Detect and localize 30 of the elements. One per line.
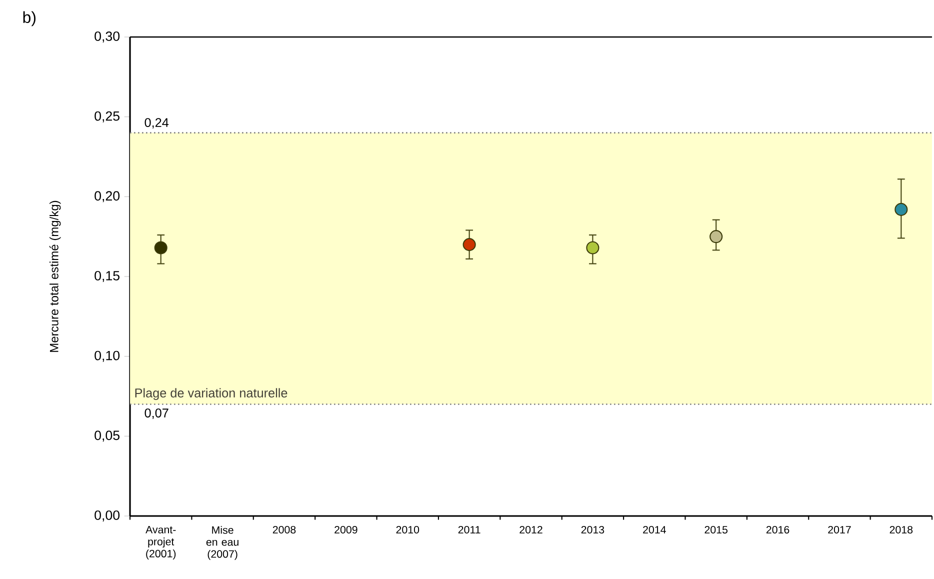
x-tick-label: 2012 [520, 526, 542, 534]
x-tick-label: Mise en eau (2007) [206, 526, 238, 560]
y-tick-label: 0,00 [94, 510, 120, 522]
y-tick-label: 0,05 [94, 430, 120, 442]
ref-line-label: 0,24 [144, 118, 169, 129]
point [894, 202, 908, 216]
x-tick-label: 2013 [581, 526, 604, 534]
y-tick-label: 0,15 [94, 270, 120, 282]
x-tick-label: 2017 [828, 526, 851, 534]
point [586, 241, 600, 254]
band-label: Plage de variation naturelle [135, 388, 288, 400]
point [710, 230, 723, 244]
y-axis-title: Mercure total estimé (mg/kg) [49, 200, 61, 352]
y-tick-label: 0,30 [94, 31, 120, 43]
x-tick-label: 2016 [766, 526, 790, 534]
point [462, 238, 476, 252]
x-tick-label: 2015 [704, 526, 728, 534]
y-tick-label: 0,25 [94, 111, 120, 122]
text: b) [23, 11, 36, 26]
x-tick-label: 2009 [334, 526, 358, 534]
y-tick-label: 0,10 [94, 350, 120, 362]
x-tick-label: Avant-projet (2001) [146, 526, 176, 560]
y-tick-label: 0,20 [94, 191, 120, 202]
x-tick-label: 2011 [458, 526, 480, 534]
ref-line-label: 0,07 [144, 408, 168, 419]
x-tick-label: 2008 [272, 526, 296, 534]
x-tick-label: 2018 [890, 526, 913, 534]
x-tick-label: 2014 [643, 526, 666, 534]
x-tick-label: 2010 [396, 526, 420, 534]
point [154, 241, 168, 254]
